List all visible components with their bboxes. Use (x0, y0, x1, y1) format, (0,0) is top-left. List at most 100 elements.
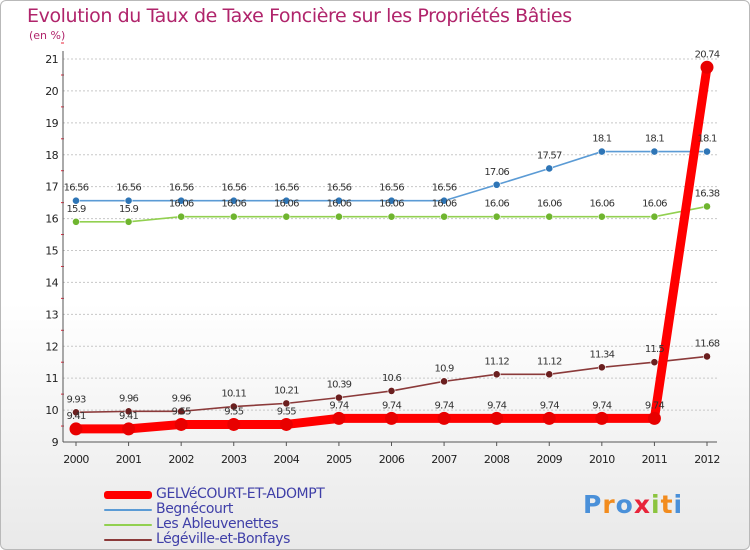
logo-letter: r (602, 490, 616, 519)
data-label: 16.06 (642, 199, 667, 210)
data-point (440, 196, 448, 205)
data-point (174, 417, 188, 431)
data-label: 17.57 (537, 150, 562, 161)
data-point (177, 196, 186, 205)
data-label: 16.56 (221, 183, 246, 194)
x-tick-label: 2012 (694, 453, 720, 466)
data-point (650, 147, 659, 156)
y-tick-label: 12 (45, 340, 58, 353)
data-label: 16.56 (274, 183, 299, 194)
data-point (492, 212, 501, 221)
x-tick-label: 2011 (642, 453, 668, 466)
data-label: 9.96 (172, 393, 192, 404)
y-tick-label: 16 (45, 213, 58, 226)
y-tick-label: 14 (45, 276, 58, 289)
data-point (595, 411, 609, 425)
x-tick-label: 2000 (63, 453, 89, 466)
data-label: 10.39 (327, 380, 352, 391)
y-tick-label: 13 (45, 308, 58, 321)
legend-label: Légéville-et-Bonfays (156, 531, 291, 547)
data-point (597, 147, 606, 156)
data-point (387, 196, 396, 205)
x-tick-label: 2006 (379, 453, 405, 466)
y-tick-label: 19 (45, 117, 58, 130)
data-point (229, 402, 238, 411)
data-label: 9.74 (435, 400, 455, 411)
data-point (492, 180, 501, 189)
data-label: 11.68 (695, 338, 720, 349)
data-point (122, 422, 136, 436)
legend-label: GELVéCOURT-ET-ADOMPT (156, 486, 325, 502)
series (69, 60, 714, 436)
legend-label: Begnécourt (156, 501, 233, 517)
data-label: 9.55 (277, 406, 297, 417)
data-label: 9.55 (224, 406, 244, 417)
data-point (69, 422, 83, 436)
data-label: 11.12 (484, 356, 509, 367)
data-label: 16.56 (327, 183, 352, 194)
data-point (492, 370, 501, 379)
data-point (703, 202, 711, 211)
data-label: 16.06 (537, 199, 562, 210)
data-label: 16.06 (274, 199, 299, 210)
data-label: 16.38 (695, 188, 720, 199)
y-tick-label: 10 (45, 404, 58, 417)
data-point (490, 411, 504, 425)
y-tick-label: 17 (45, 181, 58, 194)
logo-letter: i (673, 490, 684, 519)
data-label: 15.9 (119, 204, 139, 215)
data-label: 11.5 (645, 344, 665, 355)
data-label: 9.41 (66, 411, 86, 422)
data-point (124, 196, 133, 205)
data-label: 11.12 (537, 356, 562, 367)
data-label: 9.74 (487, 400, 507, 411)
data-point (597, 363, 606, 372)
y-tick-label: 21 (45, 53, 58, 66)
legend-swatch (104, 491, 152, 499)
x-tick-label: 2004 (274, 453, 300, 466)
data-point (229, 212, 238, 221)
data-point (72, 408, 80, 417)
data-point (332, 411, 346, 425)
data-label: 20.74 (695, 49, 720, 60)
y-tick-label: 15 (45, 245, 58, 258)
data-label: 17.06 (484, 167, 509, 178)
chart-title: Evolution du Taux de Taxe Foncière sur l… (27, 5, 572, 27)
data-point (437, 411, 451, 425)
data-label: 9.96 (119, 393, 139, 404)
x-tick-label: 2008 (484, 453, 510, 466)
data-label: 9.55 (172, 406, 192, 417)
data-point (387, 387, 396, 395)
data-point (703, 352, 711, 361)
data-label: 16.06 (379, 199, 404, 210)
data-label: 16.56 (64, 183, 89, 194)
data-labels: 16.56 16.56 16.56 16.56 16.56 16.56 16.56 16.56… (64, 49, 721, 422)
data-point (177, 407, 186, 416)
data-point (385, 411, 398, 425)
data-point (545, 370, 554, 379)
data-point (124, 407, 133, 416)
data-label: 10.21 (274, 385, 299, 396)
y-tick-label: 20 (45, 85, 58, 98)
legend-swatch (104, 539, 152, 541)
legend-label: Les Ableuvenettes (156, 516, 279, 532)
data-label: 9.74 (645, 400, 665, 411)
data-point (282, 196, 291, 205)
data-label: 18.1 (592, 134, 612, 145)
data-label: 16.06 (590, 199, 615, 210)
data-point (542, 411, 556, 425)
logo-letter: t (660, 490, 674, 519)
data-point (387, 212, 396, 221)
proxiti-logo[interactable]: Proxiti (583, 490, 683, 519)
data-point (335, 393, 343, 402)
data-label: 9.74 (329, 400, 349, 411)
data-point (335, 212, 343, 221)
data-label: 16.56 (432, 183, 457, 194)
data-label: 18.1 (697, 134, 717, 145)
x-tick-label: 2001 (116, 453, 142, 466)
data-label: 9.74 (540, 400, 560, 411)
data-label: 9.74 (382, 400, 402, 411)
data-label: 15.9 (66, 204, 86, 215)
